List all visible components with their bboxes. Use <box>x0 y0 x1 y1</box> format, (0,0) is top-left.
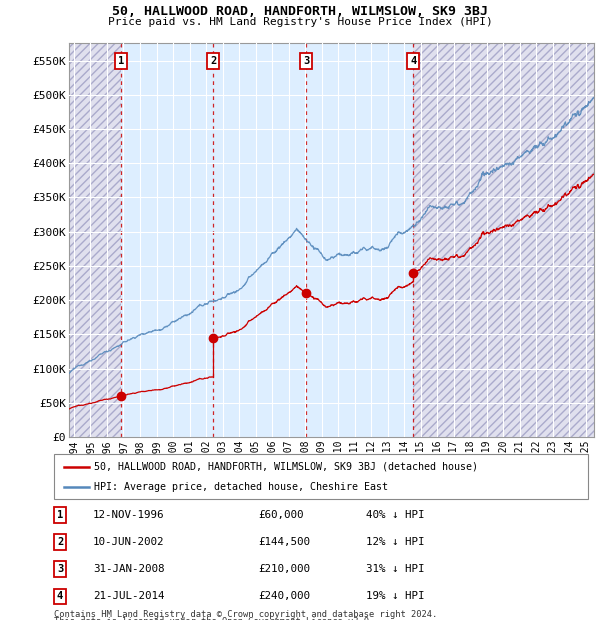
FancyBboxPatch shape <box>54 454 588 499</box>
Text: £240,000: £240,000 <box>258 591 310 601</box>
Text: £144,500: £144,500 <box>258 537 310 547</box>
Text: £60,000: £60,000 <box>258 510 304 520</box>
Text: 1: 1 <box>118 56 124 66</box>
Text: 40% ↓ HPI: 40% ↓ HPI <box>366 510 425 520</box>
Text: 2: 2 <box>57 537 63 547</box>
Text: 12% ↓ HPI: 12% ↓ HPI <box>366 537 425 547</box>
Text: 3: 3 <box>57 564 63 574</box>
Text: 4: 4 <box>57 591 63 601</box>
Text: 21-JUL-2014: 21-JUL-2014 <box>93 591 164 601</box>
Text: £210,000: £210,000 <box>258 564 310 574</box>
Text: 2: 2 <box>210 56 217 66</box>
Text: 19% ↓ HPI: 19% ↓ HPI <box>366 591 425 601</box>
Text: 12-NOV-1996: 12-NOV-1996 <box>93 510 164 520</box>
Bar <box>121 43 213 437</box>
Text: HPI: Average price, detached house, Cheshire East: HPI: Average price, detached house, Ches… <box>94 482 388 492</box>
Text: 4: 4 <box>410 56 416 66</box>
Bar <box>69 43 121 437</box>
Bar <box>213 43 307 437</box>
Bar <box>413 43 594 437</box>
Text: Contains HM Land Registry data © Crown copyright and database right 2024.: Contains HM Land Registry data © Crown c… <box>54 610 437 619</box>
Text: This data is licensed under the Open Government Licence v3.0.: This data is licensed under the Open Gov… <box>54 617 374 620</box>
Bar <box>307 43 413 437</box>
Text: 3: 3 <box>303 56 310 66</box>
Text: 1: 1 <box>57 510 63 520</box>
Text: 10-JUN-2002: 10-JUN-2002 <box>93 537 164 547</box>
Text: 50, HALLWOOD ROAD, HANDFORTH, WILMSLOW, SK9 3BJ: 50, HALLWOOD ROAD, HANDFORTH, WILMSLOW, … <box>112 5 488 18</box>
Text: 31-JAN-2008: 31-JAN-2008 <box>93 564 164 574</box>
Text: 31% ↓ HPI: 31% ↓ HPI <box>366 564 425 574</box>
Text: 50, HALLWOOD ROAD, HANDFORTH, WILMSLOW, SK9 3BJ (detached house): 50, HALLWOOD ROAD, HANDFORTH, WILMSLOW, … <box>94 461 478 472</box>
Text: Price paid vs. HM Land Registry's House Price Index (HPI): Price paid vs. HM Land Registry's House … <box>107 17 493 27</box>
